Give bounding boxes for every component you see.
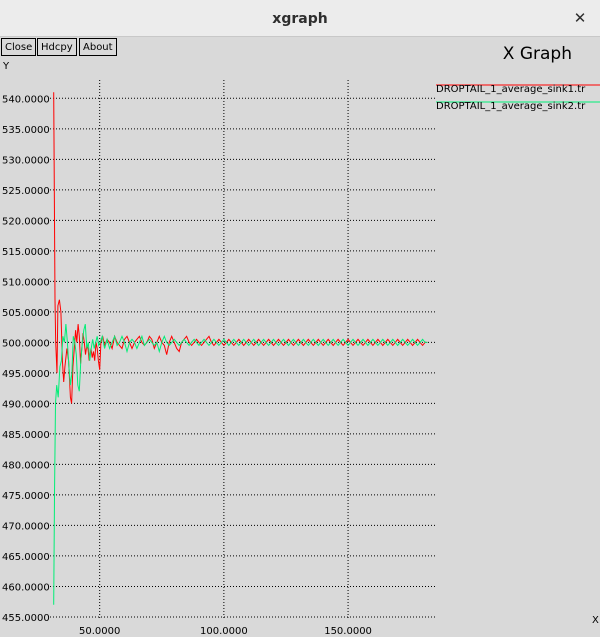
- title-bar: xgraph ✕: [0, 0, 600, 37]
- y-tick-label: 460.0000: [2, 582, 50, 593]
- x-tick-label: 50.0000: [79, 626, 120, 637]
- y-tick-label: 465.0000: [2, 552, 50, 563]
- y-tick-label: 500.0000: [2, 338, 50, 349]
- hdcpy-button[interactable]: Hdcpy: [37, 38, 77, 56]
- y-tick-label: 540.0000: [2, 94, 50, 105]
- y-tick-label: 485.0000: [2, 430, 50, 441]
- y-tick-label: 490.0000: [2, 399, 50, 410]
- y-tick-label: 520.0000: [2, 216, 50, 227]
- legend-label-2: DROPTAIL_1_average_sink2.tr: [436, 101, 586, 112]
- series-line-1: [53, 92, 428, 404]
- legend-entry-1: DROPTAIL_1_average_sink1.tr: [436, 84, 600, 95]
- y-tick-label: 525.0000: [2, 186, 50, 197]
- y-tick-label: 535.0000: [2, 125, 50, 136]
- window-title: xgraph: [272, 11, 328, 27]
- x-tick-label: 100.0000: [200, 626, 248, 637]
- close-button[interactable]: Close: [1, 38, 37, 56]
- y-tick-label: 495.0000: [2, 369, 50, 380]
- about-button[interactable]: About: [79, 38, 117, 56]
- y-tick-label: 510.0000: [2, 277, 50, 288]
- y-tick-label: 455.0000: [2, 613, 50, 624]
- y-tick-label: 505.0000: [2, 308, 50, 319]
- y-tick-label: 470.0000: [2, 521, 50, 532]
- y-tick-label: 480.0000: [2, 460, 50, 471]
- x-axis-label: X: [592, 615, 599, 626]
- graph-title: X Graph: [502, 44, 572, 64]
- y-tick-label: 475.0000: [2, 491, 50, 502]
- y-tick-label: 530.0000: [2, 155, 50, 166]
- series-line-2: [53, 323, 428, 605]
- x-tick-label: 150.0000: [324, 626, 372, 637]
- y-tick-label: 515.0000: [2, 247, 50, 258]
- legend-entry-2: DROPTAIL_1_average_sink2.tr: [436, 101, 600, 112]
- close-icon[interactable]: ✕: [573, 9, 587, 27]
- y-axis-label: Y: [3, 61, 10, 72]
- legend-label-1: DROPTAIL_1_average_sink1.tr: [436, 84, 586, 95]
